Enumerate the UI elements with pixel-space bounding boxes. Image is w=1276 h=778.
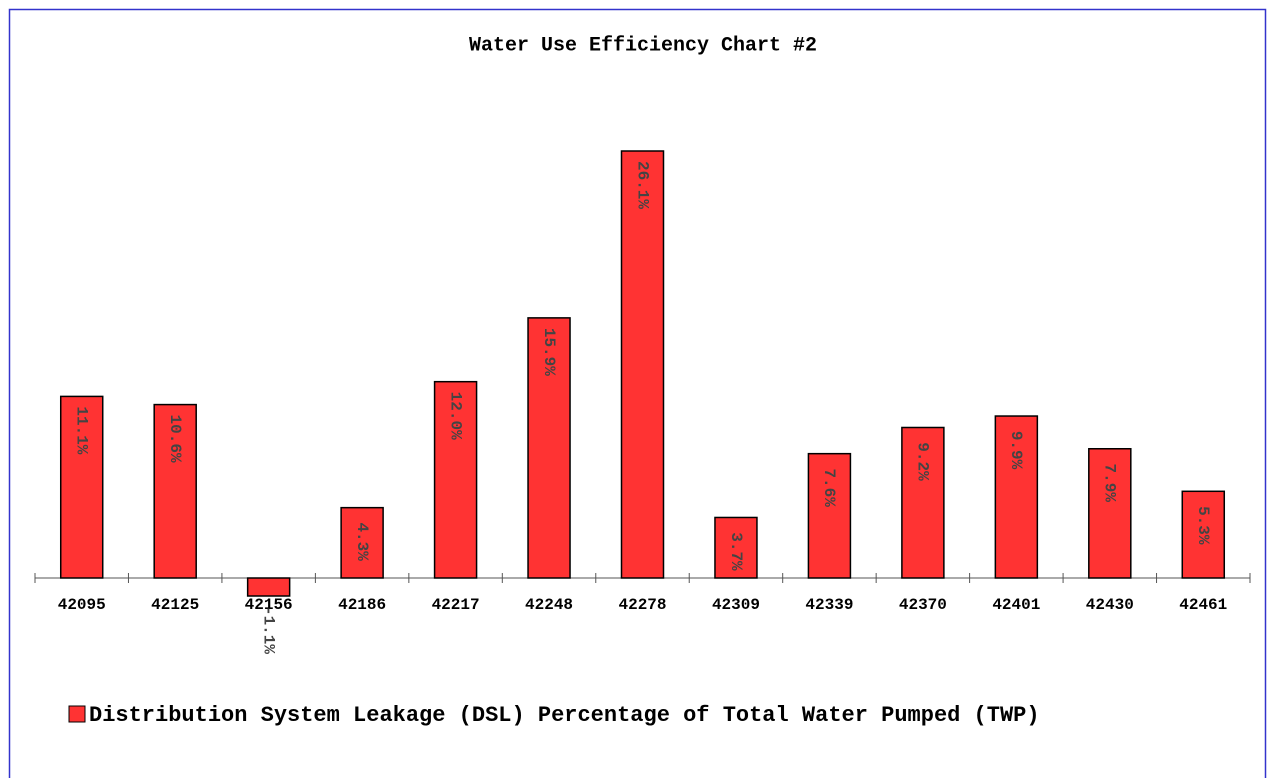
x-tick-label: 42186 — [338, 596, 386, 614]
x-tick-label: 42370 — [899, 596, 947, 614]
bar — [1088, 448, 1132, 579]
bar — [59, 395, 104, 579]
data-label: 10.6% — [166, 415, 184, 463]
x-tick-label: 42461 — [1179, 596, 1227, 614]
x-tick-label: 42430 — [1086, 596, 1134, 614]
x-tick-label: 42125 — [151, 596, 199, 614]
bar — [246, 577, 291, 597]
bar — [620, 150, 665, 579]
bar — [433, 380, 478, 579]
x-tick-label: 42401 — [992, 596, 1040, 614]
data-label: -1.1% — [259, 606, 277, 654]
data-label: 9.2% — [914, 442, 932, 481]
data-label: 15.9% — [540, 328, 558, 376]
data-label: 9.9% — [1007, 431, 1025, 470]
data-label: 5.3% — [1194, 506, 1212, 545]
bar — [901, 426, 945, 579]
legend-swatch — [68, 705, 86, 723]
bar — [340, 506, 384, 579]
data-label: 3.7% — [727, 532, 745, 571]
data-label: 7.6% — [820, 468, 838, 507]
x-tick-label: 42156 — [245, 596, 293, 614]
bar — [153, 403, 197, 579]
data-label: 26.1% — [633, 161, 651, 209]
legend-label: Distribution System Leakage (DSL) Percen… — [89, 703, 1040, 728]
bar — [994, 415, 1039, 579]
x-tick-label: 42278 — [618, 596, 666, 614]
x-tick-label: 42095 — [58, 596, 106, 614]
x-tick-label: 42339 — [805, 596, 853, 614]
data-label: 7.9% — [1101, 464, 1119, 503]
bar — [1181, 490, 1226, 579]
bar — [527, 317, 571, 579]
x-tick-label: 42309 — [712, 596, 760, 614]
data-label: 11.1% — [72, 406, 90, 454]
bar — [807, 452, 852, 579]
data-label: 4.3% — [353, 522, 371, 561]
data-label: 12.0% — [446, 392, 464, 440]
bar — [714, 516, 758, 579]
x-tick-label: 42217 — [432, 596, 480, 614]
x-tick-label: 42248 — [525, 596, 573, 614]
chart-title: Water Use Efficiency Chart #2 — [469, 34, 817, 57]
